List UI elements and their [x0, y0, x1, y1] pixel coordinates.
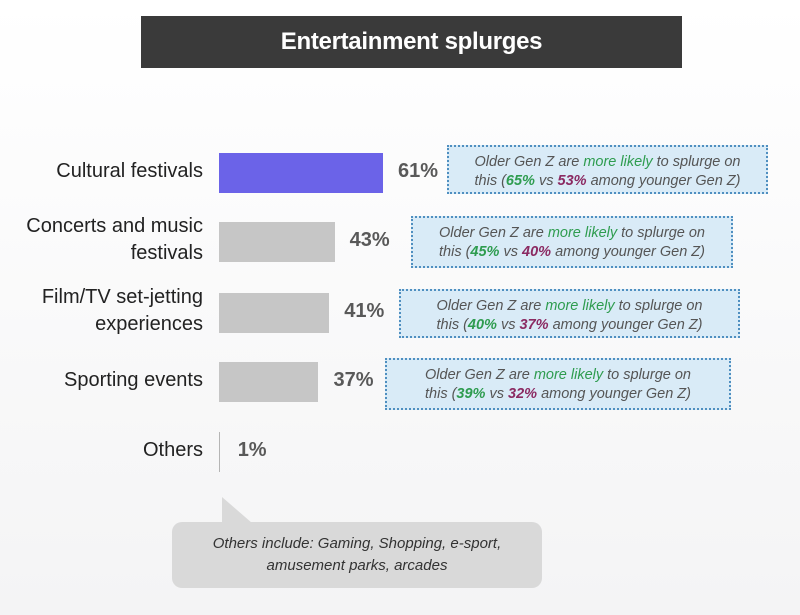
category-label: Others — [143, 437, 203, 464]
note-text: more likely — [583, 154, 653, 170]
comparison-note: Older Gen Z are more likely to splurge o… — [399, 289, 740, 338]
note-line: this (40% vs 37% among younger Gen Z) — [411, 316, 728, 335]
note-text: among younger Gen Z) — [548, 317, 703, 333]
note-text: 45% — [470, 244, 500, 260]
callout-tail — [222, 497, 252, 523]
category-label: Film/TV set-jetting experiences — [42, 284, 203, 338]
chart-title: Entertainment splurges — [141, 16, 682, 68]
category-label-line: experiences — [95, 313, 203, 335]
note-text: Older Gen Z are — [436, 298, 546, 314]
category-label-line: Film/TV set-jetting — [41, 286, 203, 308]
category-label-line: Cultural festivals — [56, 159, 203, 182]
note-line: this (65% vs 53% among younger Gen Z) — [459, 172, 756, 191]
note-line: this (45% vs 40% among younger Gen Z) — [423, 243, 721, 262]
note-text: vs — [485, 386, 509, 402]
others-callout: Others include: Gaming, Shopping, e-spor… — [172, 522, 542, 588]
note-text: more likely — [547, 225, 618, 241]
note-text: vs — [496, 317, 520, 333]
value-label: 37% — [333, 369, 374, 391]
bar — [219, 153, 383, 193]
value-label: 41% — [344, 300, 385, 322]
note-text: Older Gen Z are — [425, 367, 534, 383]
note-text: to splurge on — [614, 298, 703, 314]
value-label: 1% — [237, 439, 267, 461]
comparison-note: Older Gen Z are more likely to splurge o… — [411, 216, 733, 268]
comparison-note: Older Gen Z are more likely to splurge o… — [447, 145, 768, 194]
note-text: Older Gen Z are — [439, 225, 548, 241]
note-text: more likely — [545, 298, 615, 314]
note-line: Older Gen Z are more likely to splurge o… — [423, 224, 721, 243]
note-text: vs — [534, 173, 558, 189]
category-label: Cultural festivals — [56, 158, 203, 185]
note-line: this (39% vs 32% among younger Gen Z) — [397, 385, 719, 404]
note-text: 37% — [519, 317, 549, 333]
bar — [219, 432, 220, 472]
note-text: 40% — [522, 244, 552, 260]
note-text: this ( — [425, 386, 457, 402]
note-line: Older Gen Z are more likely to splurge o… — [411, 297, 728, 316]
note-text: to splurge on — [617, 225, 705, 241]
category-label-line: Concerts and music — [26, 215, 203, 237]
note-text: vs — [499, 244, 523, 260]
note-line: Older Gen Z are more likely to splurge o… — [397, 366, 719, 385]
note-text: this ( — [436, 317, 468, 333]
note-text: 39% — [456, 386, 486, 402]
note-text: among younger Gen Z) — [537, 386, 691, 402]
note-text: 40% — [467, 317, 497, 333]
category-label-line: Sporting events — [64, 368, 203, 391]
note-line: Older Gen Z are more likely to splurge o… — [459, 153, 756, 172]
note-text: 32% — [508, 386, 538, 402]
note-text: Older Gen Z are — [474, 154, 584, 170]
note-text: among younger Gen Z) — [551, 244, 705, 260]
note-text: this ( — [474, 173, 506, 189]
note-text: to splurge on — [652, 154, 741, 170]
category-label-line: festivals — [130, 242, 203, 264]
bar — [219, 293, 330, 333]
bar — [219, 222, 335, 262]
value-label: 61% — [398, 160, 439, 182]
value-label: 43% — [349, 229, 390, 251]
category-label-line: Others — [142, 438, 203, 461]
category-label: Sporting events — [64, 367, 203, 394]
note-text: to splurge on — [603, 367, 691, 383]
note-text: 53% — [557, 173, 587, 189]
bar — [219, 362, 319, 402]
note-text: this ( — [439, 244, 471, 260]
note-text: 65% — [505, 173, 535, 189]
category-label: Concerts and music festivals — [26, 213, 203, 267]
comparison-note: Older Gen Z are more likely to splurge o… — [385, 358, 731, 410]
note-text: among younger Gen Z) — [586, 173, 741, 189]
note-text: more likely — [533, 367, 604, 383]
